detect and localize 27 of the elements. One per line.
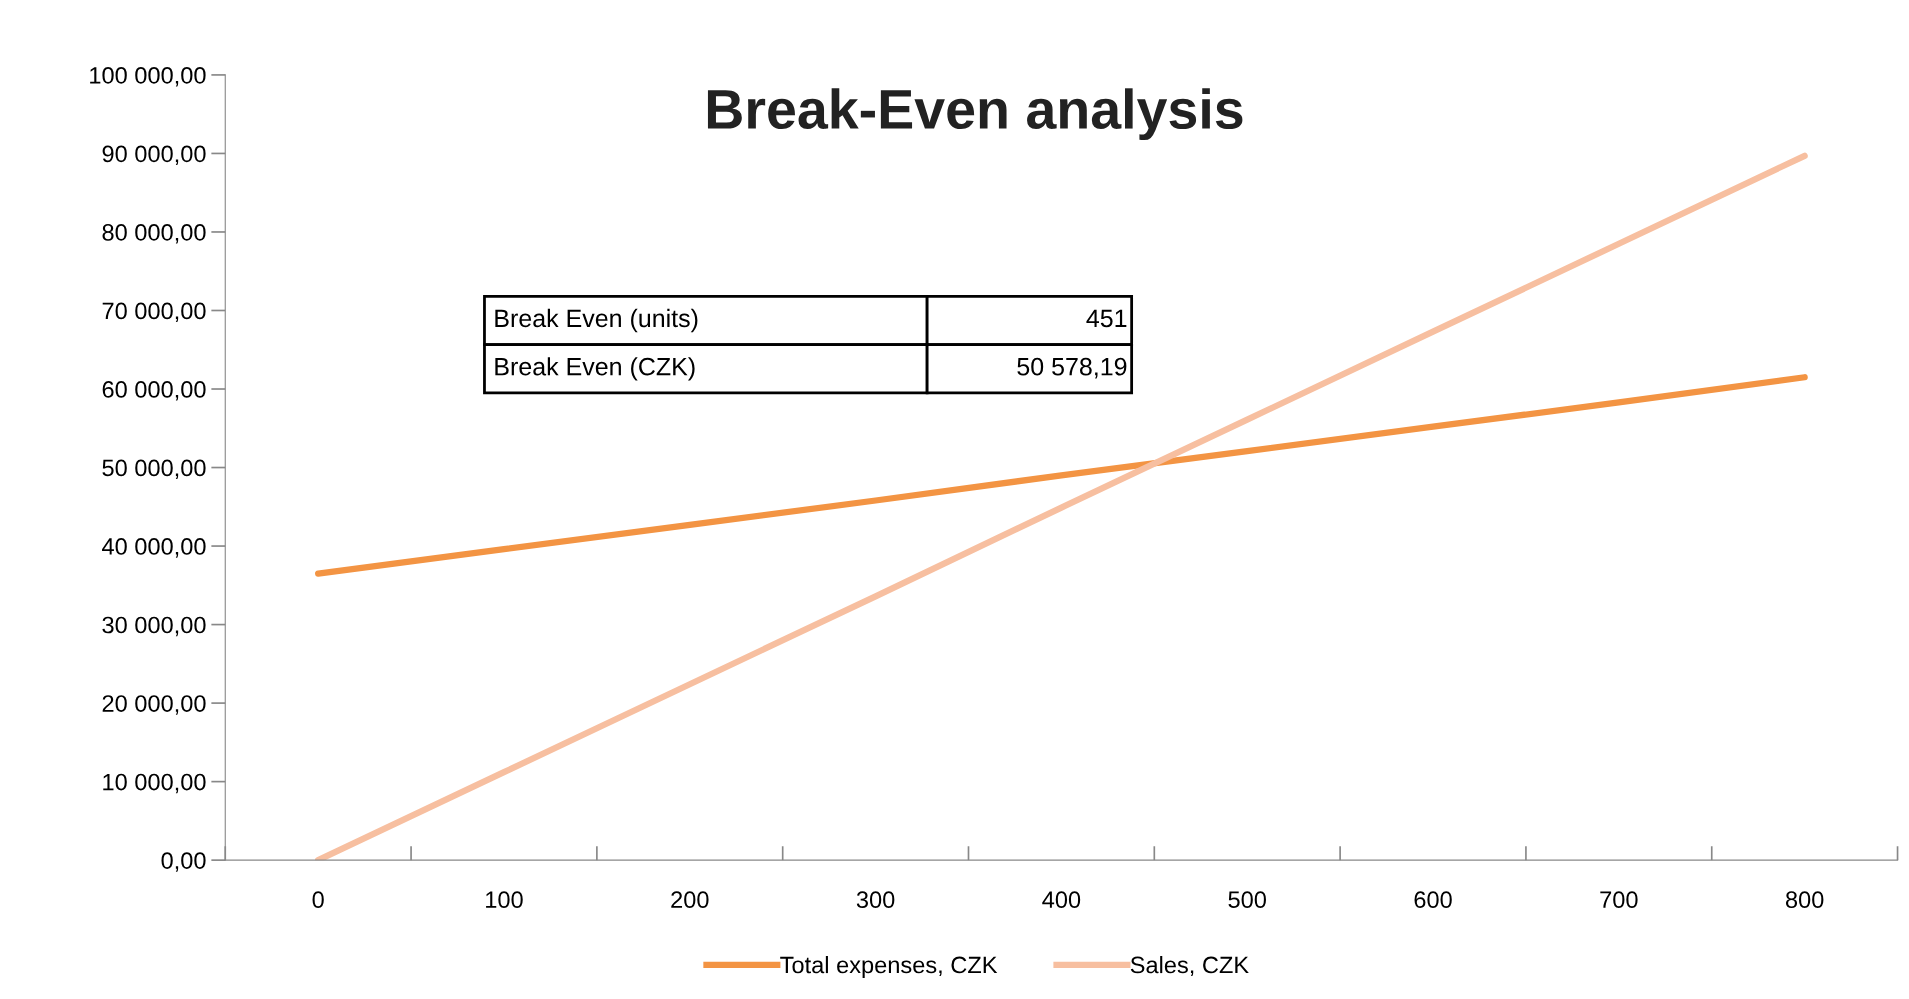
x-tick-label: 300 <box>856 891 895 909</box>
y-tick-label: 10 000,00 <box>103 773 206 794</box>
x-tick-label: 100 <box>486 891 523 909</box>
legend-label: Total expenses, CZK <box>780 955 998 978</box>
x-tick-label: 400 <box>1042 891 1081 909</box>
x-tick-label: 700 <box>1600 891 1638 909</box>
x-tick-label: 0 <box>312 891 324 909</box>
y-tick-label: 100 000,00 <box>90 66 206 87</box>
x-tick-label: 800 <box>1785 891 1824 909</box>
y-tick-label: 60 000,00 <box>102 381 206 401</box>
y-tick-label: 50 000,00 <box>102 459 206 480</box>
x-tick-label: 500 <box>1228 891 1266 909</box>
chart-title: Break-Even analysis <box>707 88 1243 141</box>
y-tick-label: 20 000,00 <box>102 695 206 715</box>
x-tick-label: 600 <box>1414 891 1452 909</box>
y-tick-label: 30 000,00 <box>102 616 206 637</box>
y-tick-label: 40 000,00 <box>102 538 206 558</box>
y-tick-label: 80 000,00 <box>102 224 206 244</box>
y-tick-label: 70 000,00 <box>102 302 206 323</box>
annotation: Break Even (CZK) <box>495 357 695 381</box>
legend-label: Sales, CZK <box>1130 955 1249 977</box>
annotation: 451 <box>1086 309 1127 328</box>
y-tick-label: 0,00 <box>161 852 206 872</box>
x-tick-label: 200 <box>671 891 709 909</box>
y-tick-label: 90 000,00 <box>102 145 206 166</box>
annotation: Break Even (units) <box>495 308 698 333</box>
annotation: 50 578,19 <box>1017 357 1127 379</box>
